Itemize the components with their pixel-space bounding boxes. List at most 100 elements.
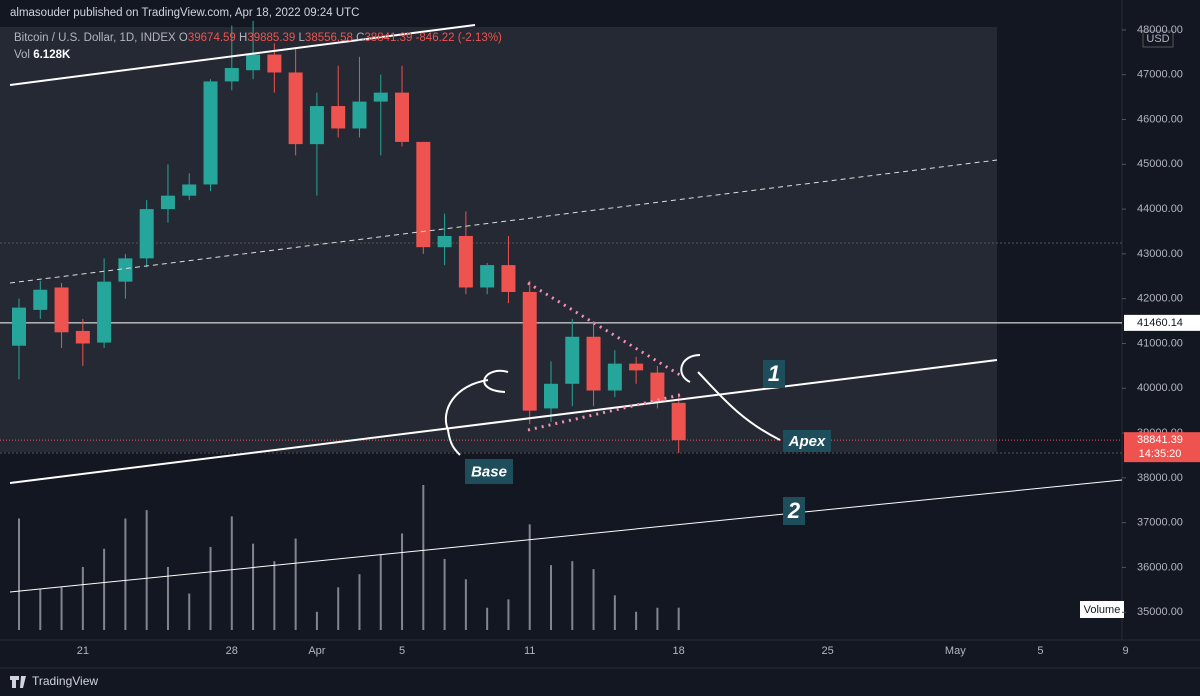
volume-bar: [81, 566, 84, 630]
candle-body: [33, 289, 48, 310]
ohlc-label: L: [299, 32, 306, 44]
ohlc-label: H: [239, 32, 247, 44]
x-tick-label: 25: [822, 645, 834, 657]
candle-body: [416, 141, 431, 248]
annotation-box: [783, 497, 805, 525]
x-tick-label: 5: [399, 645, 405, 657]
volume-bar: [273, 561, 276, 630]
channel-top: [9, 24, 476, 86]
y-tick-label: 42000.00: [1137, 293, 1183, 305]
volume-bar: [358, 574, 361, 630]
y-tick-label: 45000.00: [1137, 158, 1183, 170]
volume-bar: [209, 546, 212, 630]
candle-body: [458, 235, 473, 288]
volume-label: Vol: [14, 49, 30, 61]
candle-body: [160, 195, 175, 210]
x-tick-label: 18: [673, 645, 685, 657]
candle-body: [437, 235, 452, 248]
volume-bar: [315, 611, 318, 630]
channel-mid: [9, 159, 998, 284]
y-tick-label: 36000.00: [1137, 561, 1183, 573]
volume-bar: [592, 569, 595, 630]
candle-body: [288, 72, 303, 145]
triangle-bottom: [527, 393, 681, 432]
volume-bar: [571, 561, 574, 630]
candle-body: [224, 68, 239, 82]
volume-value: 6.128K: [33, 49, 71, 61]
volume-bar: [188, 593, 191, 630]
volume-bar: [166, 566, 169, 630]
brand: TradingView: [32, 674, 98, 688]
volume-bar: [443, 558, 446, 630]
volume-bar: [18, 518, 20, 630]
candle-body: [12, 307, 26, 346]
ohlc-label: O: [179, 32, 188, 44]
price-level-label: 41460.14: [1137, 317, 1183, 329]
y-tick-label: 38000.00: [1137, 472, 1183, 484]
y-tick-label: 43000.00: [1137, 248, 1183, 260]
candle-body: [97, 281, 112, 343]
hand-drawing: [680, 354, 781, 441]
publish-info: almasouder published on TradingView.com,…: [10, 7, 359, 19]
symbol: Bitcoin / U.S. Dollar, 1D, INDEX: [14, 32, 176, 44]
symbol-line: Bitcoin / U.S. Dollar, 1D, INDEX O39674.…: [14, 32, 502, 44]
x-tick-label: 21: [77, 645, 89, 657]
volume-bar: [635, 611, 638, 630]
annotation-box: [783, 430, 831, 452]
ohlc-value: 38556.58: [305, 32, 353, 44]
ohlc-value: 38841.39: [364, 32, 412, 44]
annotation: Apex: [788, 433, 826, 450]
candle-body: [522, 291, 537, 411]
annotation-box: [465, 459, 513, 484]
annotation: 1: [768, 361, 780, 386]
annotation: 2: [787, 498, 801, 523]
x-tick-label: Apr: [308, 645, 325, 657]
volume-bar: [677, 607, 680, 630]
volume-bar: [613, 595, 616, 630]
candle-body: [267, 54, 282, 73]
currency: USD: [1146, 33, 1169, 45]
y-tick-label: 47000.00: [1137, 69, 1183, 81]
channel-bottom: [9, 359, 998, 484]
candle-body: [54, 287, 69, 333]
countdown: 14:35:20: [1139, 448, 1182, 460]
candle-body: [373, 92, 388, 102]
x-tick-label: 28: [226, 645, 238, 657]
support-line: [9, 479, 1123, 593]
volume-bar: [486, 607, 489, 630]
volume-bar: [294, 538, 297, 630]
candle-body: [309, 106, 324, 145]
candle-body: [182, 184, 197, 196]
y-tick-label: 40000.00: [1137, 382, 1183, 394]
volume-bar: [422, 485, 425, 630]
y-tick-label: 41000.00: [1137, 337, 1183, 349]
x-tick-label: May: [945, 645, 966, 657]
ohlc-value: 39674.59: [188, 32, 236, 44]
candle-body: [607, 363, 622, 391]
annotation-box: [763, 360, 785, 388]
volume-bar: [39, 589, 42, 630]
currency-box: [1142, 30, 1174, 48]
candle-body: [118, 258, 133, 282]
y-tick-label: 44000.00: [1137, 203, 1183, 215]
volume-bar: [60, 587, 63, 630]
change: -846.22 (-2.13%): [416, 32, 502, 44]
candle-body: [480, 265, 495, 288]
annotation: Base: [471, 463, 507, 480]
volume-bar: [337, 587, 340, 630]
volume-legend-box: [1080, 601, 1124, 618]
volume-bar: [124, 518, 127, 630]
candle-body: [501, 265, 516, 292]
candle-body: [352, 101, 367, 129]
candle-body: [246, 54, 261, 71]
candle-body: [650, 372, 665, 402]
candle-body: [671, 402, 686, 441]
volume-bar: [230, 516, 233, 630]
ohlc-label: C: [356, 32, 364, 44]
volume-bar: [401, 533, 404, 630]
volume-line: Vol 6.128K: [14, 49, 71, 61]
volume-legend: Volume: [1084, 604, 1121, 616]
candle-body: [331, 106, 346, 129]
